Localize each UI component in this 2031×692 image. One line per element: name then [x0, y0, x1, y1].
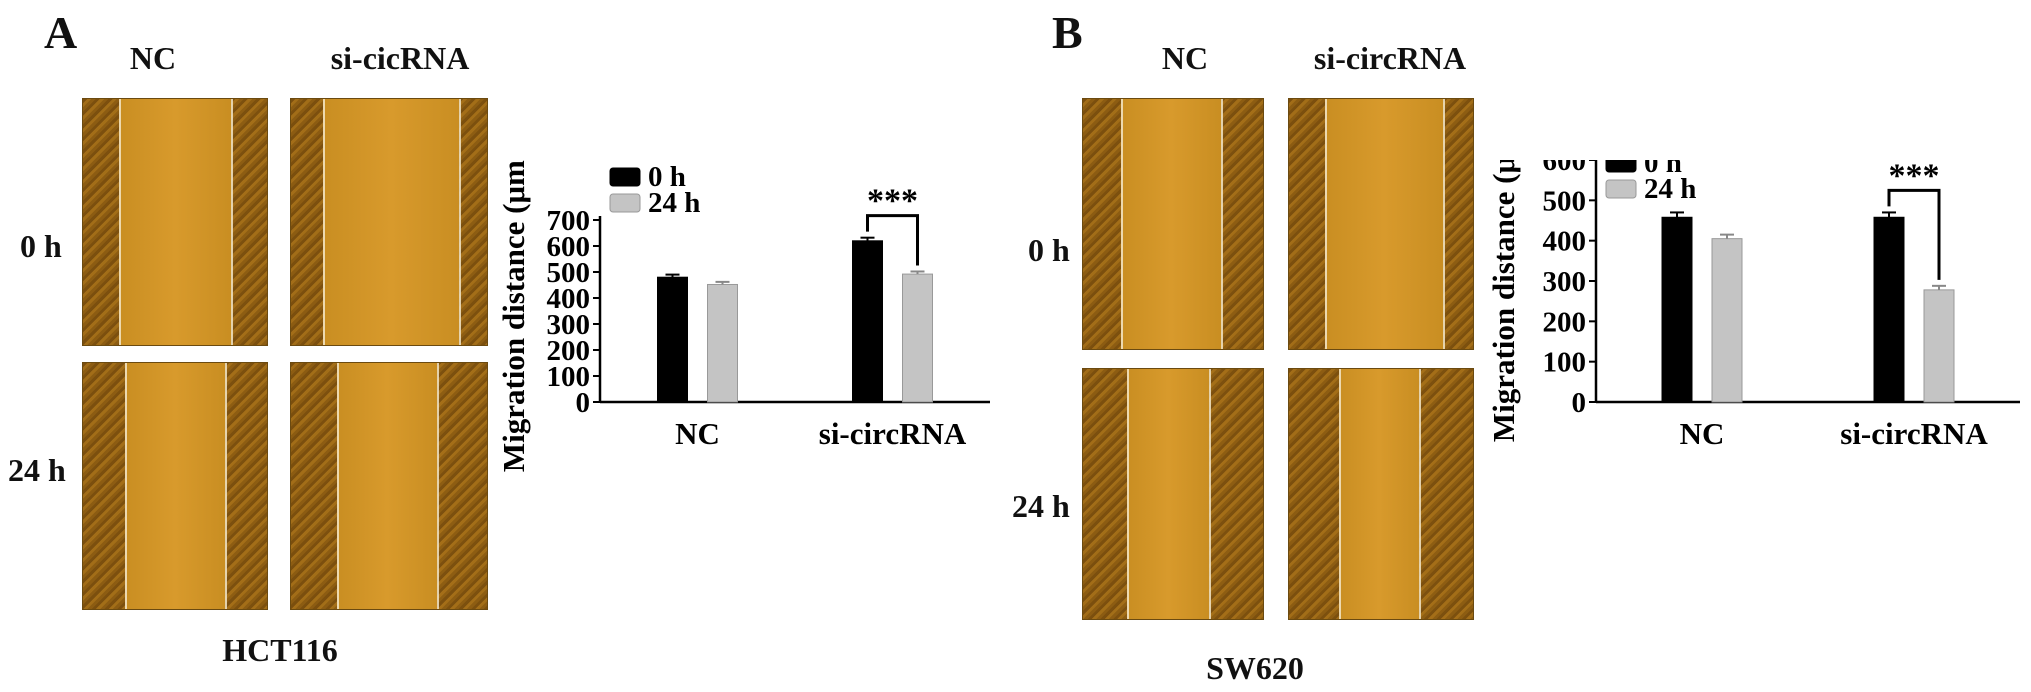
bar-chart-hct116: Migration distance (μm) 01002003004005006… [500, 160, 990, 472]
chartB-legend-swatch [1605, 179, 1637, 199]
chartB-y-tick-label: 500 [1543, 185, 1587, 217]
chartB-y-axis-label: Migration distance (μm) [1490, 160, 1521, 442]
row-label-24h-b: 24 h [1012, 488, 1070, 524]
micrograph-b-nc-24h [1082, 368, 1264, 620]
chartA-significance-label: *** [867, 183, 918, 220]
chartA-legend-swatch [609, 193, 641, 213]
chartA-bar-24h-0 [707, 283, 738, 403]
micrograph-b-si-0h [1288, 98, 1474, 350]
chartA-significance-bracket [866, 214, 919, 266]
chartB-x-tick-label: NC [1680, 416, 1725, 451]
chartB-bar-0h-0 [1661, 216, 1693, 403]
chartB-y-tick-label: 300 [1543, 266, 1587, 298]
chartA-y-tick-label: 100 [547, 361, 591, 393]
chartA-legend-label: 24 h [648, 187, 700, 219]
panel-letter-b: B [1052, 7, 1083, 58]
chartB-significance-bracket [1887, 188, 1941, 280]
chartA-bar-0h-1 [852, 240, 883, 403]
row-label-0h-a: 0 h [20, 228, 62, 264]
chartA-y-tick-label: 600 [547, 231, 591, 263]
chartA-bar-0h-0 [657, 276, 688, 403]
chartB-y-tick-label: 400 [1543, 226, 1587, 258]
col-label-si-a: si-cicRNA [330, 40, 470, 76]
row-label-0h-b: 0 h [1028, 232, 1070, 268]
chartA-y-tick-label: 500 [547, 257, 591, 289]
cell-line-sw620: SW620 [1206, 650, 1304, 686]
chartA-x-tick-label: si-circRNA [819, 416, 967, 451]
micrograph-a-nc-0h [82, 98, 268, 346]
chartA-legend-swatch [609, 167, 641, 187]
micrograph-b-nc-0h [1082, 98, 1264, 350]
chartA-x-tick-label: NC [675, 416, 720, 451]
chartA-y-tick-label: 300 [547, 309, 591, 341]
micrograph-a-si-24h [290, 362, 488, 610]
chartB-y-tick-label: 600 [1543, 160, 1587, 177]
chartA-y-tick-label: 400 [547, 283, 591, 315]
chartB-significance-label: *** [1889, 160, 1940, 194]
col-label-si-b: si-circRNA [1313, 40, 1467, 76]
chartB-legend-label: 0 h [1644, 160, 1682, 179]
micrograph-a-nc-24h [82, 362, 268, 610]
chartA-y-axis-label: Migration distance (μm) [500, 160, 531, 472]
chartB-y-tick-label: 0 [1572, 387, 1587, 419]
chartA-bar-24h-1 [902, 273, 933, 403]
chartB-legend-label: 24 h [1644, 173, 1696, 205]
chartB-y-tick-label: 200 [1543, 306, 1587, 338]
col-label-nc-a: NC [129, 40, 177, 76]
panel-letter-a: A [44, 7, 78, 58]
chartA-y-tick-label: 700 [547, 205, 591, 237]
chartA-y-tick-label: 200 [547, 335, 591, 367]
chartA-y-tick-label: 0 [576, 387, 591, 419]
chartB-bar-0h-1 [1873, 216, 1905, 403]
col-label-nc-b: NC [1161, 40, 1209, 76]
chartB-bar-24h-1 [1923, 289, 1955, 403]
micrograph-a-si-0h [290, 98, 488, 346]
cell-line-hct116: HCT116 [222, 632, 338, 668]
chartB-y-tick-label: 100 [1543, 347, 1587, 379]
chartB-legend-swatch [1605, 160, 1637, 173]
chartA-legend-label: 0 h [648, 161, 686, 193]
micrograph-b-si-24h [1288, 368, 1474, 620]
row-label-24h-a: 24 h [8, 452, 66, 488]
bar-chart-sw620: Migration distance (μm) 0 100 200 300 400 500 6… [1490, 160, 2020, 451]
chartB-x-tick-label: si-circRNA [1840, 416, 1988, 451]
chartB-bar-24h-0 [1711, 238, 1743, 403]
